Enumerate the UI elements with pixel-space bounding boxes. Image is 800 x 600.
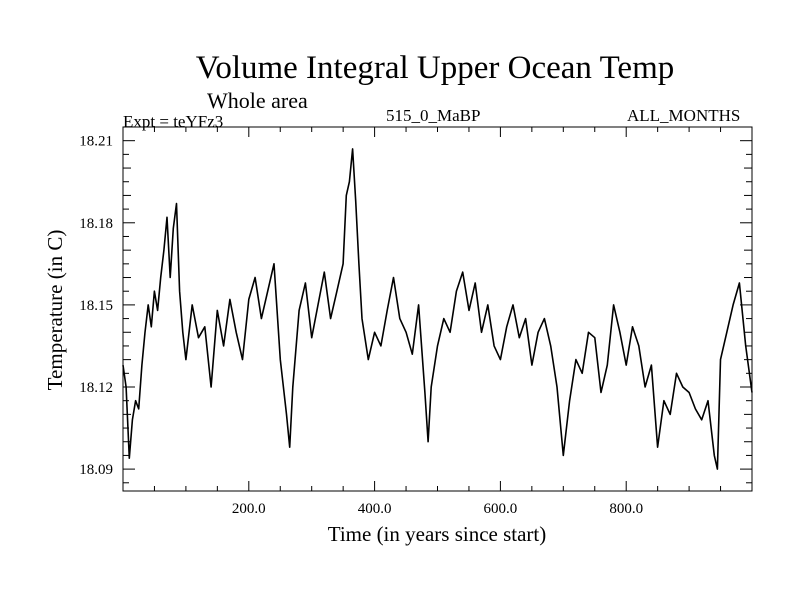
y-axis-label: Temperature (in C) [43, 230, 67, 391]
x-tick-label: 600.0 [484, 501, 518, 517]
y-tick-label: 18.09 [79, 462, 113, 478]
run-label: 515_0_MaBP [386, 106, 481, 125]
experiment-label: Expt = teYFz3 [123, 112, 224, 131]
plot-frame [122, 126, 753, 492]
chart-title: Volume Integral Upper Ocean Temp [195, 50, 675, 86]
x-tick-label: 800.0 [609, 501, 643, 517]
series-line [122, 148, 753, 470]
x-axis-label: Time (in years since start) [328, 522, 547, 546]
series-lines [122, 148, 753, 470]
x-tick-label: 200.0 [232, 501, 266, 517]
y-tick-label: 18.12 [79, 380, 113, 396]
tick-labels: 200.0 400.0 600.0 800.0 18.09 18.12 18.15 18.18… [79, 134, 643, 517]
x-tick-label: 400.0 [358, 501, 392, 517]
chart-subtitle: Whole area [207, 88, 308, 113]
months-label: ALL_MONTHS [627, 106, 741, 125]
y-tick-label: 18.21 [79, 134, 113, 150]
y-tick-label: 18.15 [79, 298, 113, 314]
tick-marks [123, 127, 752, 491]
y-tick-label: 18.18 [79, 216, 113, 232]
